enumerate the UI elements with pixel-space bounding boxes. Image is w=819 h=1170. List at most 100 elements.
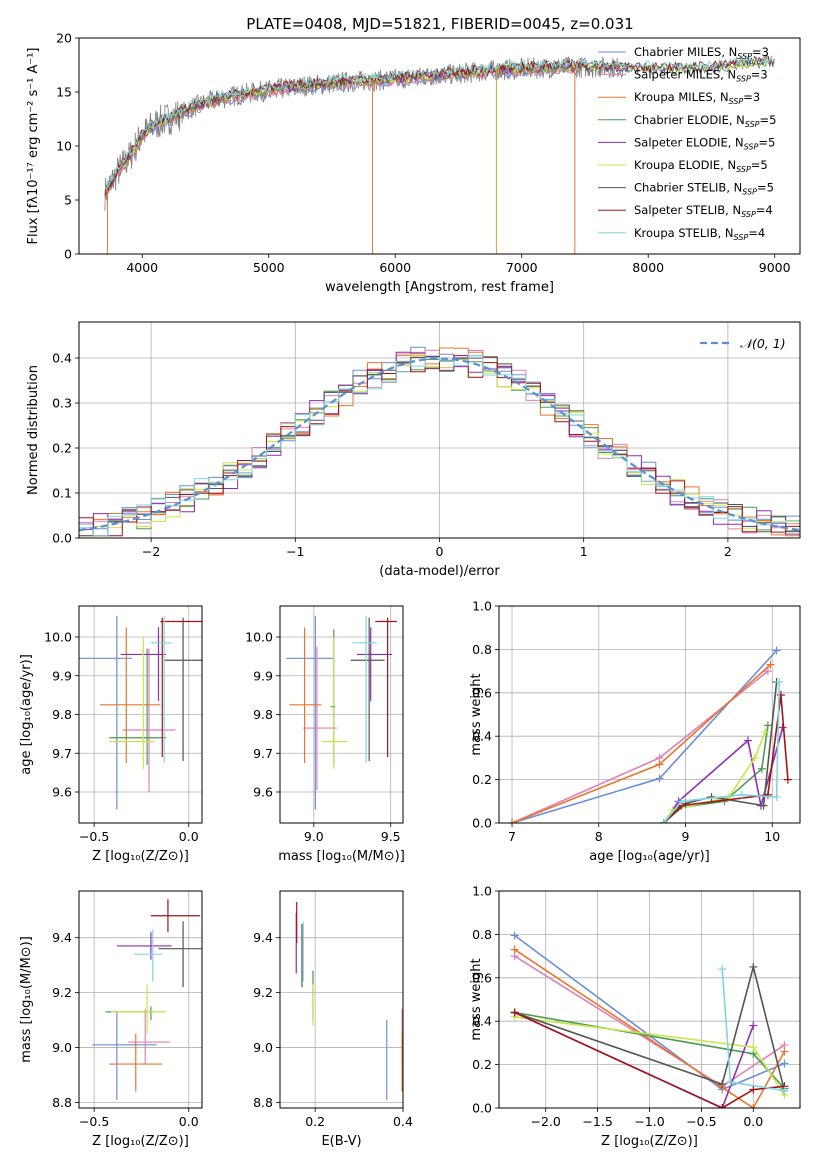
age-vs-Z-frame [78, 605, 203, 824]
observed-spectrum [104, 56, 624, 211]
y-tick-label: 9.0 [253, 1040, 273, 1055]
y-axis-label: mass weight [469, 673, 484, 755]
y-tick-label: 9.2 [52, 985, 72, 1000]
age-vs-mass-errorbars [286, 615, 397, 810]
y-tick-label: 15 [56, 85, 72, 100]
legend-label: Chabrier ELODIE, NSSP=5 [634, 113, 776, 129]
age-vs-Z-errorbars [79, 615, 202, 810]
model-spectrum-line [104, 55, 775, 191]
mass-vs-Z-axes: −0.5 0.0 8.8 9.0 9.2 9.4 Z [log₁₀(Z/Z⊙)] mass [… [19, 891, 202, 1149]
weight-marker [510, 931, 519, 940]
x-tick-label: 9000 [759, 260, 791, 275]
y-tick-label: 9.6 [253, 785, 273, 800]
model-spectrum-line [104, 65, 579, 198]
y-tick-label: 1.0 [472, 599, 492, 614]
x-axis-label: (data-model)/error [379, 564, 500, 579]
y-tick-label: 0.4 [472, 729, 492, 744]
legend-label: Salpeter ELODIE, NSSP=5 [634, 135, 775, 151]
weight-marker [780, 1086, 789, 1095]
y-tick-label: 9.9 [52, 668, 72, 683]
y-axis-label: age [log₁₀(age/yr)] [19, 654, 34, 775]
y-tick-label: 5 [64, 193, 72, 208]
x-tick-label: −0.5 [686, 1114, 716, 1129]
age-vs-mass-axes: 9.0 9.5 9.6 9.7 9.8 9.9 10.0 mass [log₁₀(M/M⊙)] [245, 606, 405, 864]
x-tick-label: −1.5 [582, 1114, 612, 1129]
x-tick-label: 9.5 [381, 829, 401, 844]
y-tick-label: 0.4 [52, 351, 72, 366]
x-tick-label: 8 [595, 829, 603, 844]
mass-weight-vs-age-axes: 7 8 9 10 0.0 0.2 0.4 0.6 0.8 1.0 age [log₁₀(age/yr… [469, 599, 800, 864]
x-tick-label: 7000 [506, 260, 538, 275]
y-tick-label: 1.0 [472, 884, 492, 899]
mass-weight-vs-age-lines [508, 646, 792, 823]
y-tick-label: 10 [56, 139, 72, 154]
weight-marker [508, 819, 517, 823]
x-tick-label: 9.0 [304, 829, 324, 844]
weight-marker [749, 1021, 758, 1030]
x-tick-label: 10 [764, 829, 780, 844]
x-tick-label: 0 [436, 544, 444, 559]
weight-marker [757, 764, 766, 773]
y-tick-label: 9.9 [253, 668, 273, 683]
weight-marker [763, 667, 772, 676]
x-tick-label: −1 [286, 544, 304, 559]
x-tick-label: 0.0 [179, 1114, 199, 1129]
y-tick-label: 0.3 [52, 396, 72, 411]
legend-label: Kroupa ELODIE, NSSP=5 [634, 158, 768, 174]
weight-marker [749, 962, 758, 971]
plots-group: 4000 5000 6000 7000 8000 900005101520waveleng… [19, 31, 801, 1149]
weight-marker [749, 1043, 758, 1052]
y-tick-label: 20 [56, 31, 72, 46]
residuals-frame [78, 321, 801, 539]
mass-weight-vs-Z-lines [510, 931, 789, 1108]
figure-title: PLATE=0408, MJD=51821, FIBERID=0045, z=0… [246, 15, 633, 33]
y-tick-label: 0.6 [472, 685, 492, 700]
residuals-legend: 𝒩(0, 1) [700, 336, 786, 351]
mass-weight-vs-age-frame [498, 605, 801, 824]
spectrum-frame [78, 37, 801, 255]
x-tick-label: 5000 [253, 260, 285, 275]
x-tick-label: 2 [724, 544, 732, 559]
weight-marker [763, 790, 772, 799]
mass-vs-Z-errorbars [92, 899, 202, 1100]
weight-line [514, 1011, 755, 1108]
y-tick-label: 9.4 [253, 930, 273, 945]
y-tick-label: 0.8 [472, 927, 492, 942]
weight-marker [761, 727, 770, 736]
x-axis-label: Z [log₁₀(Z/Z⊙)] [92, 1134, 189, 1149]
y-tick-label: 9.6 [52, 785, 72, 800]
weight-marker [772, 646, 781, 655]
legend-label: Kroupa MILES, NSSP=3 [634, 90, 760, 106]
weight-marker [655, 760, 664, 769]
x-tick-label: 9 [682, 829, 690, 844]
y-tick-label: 8.8 [253, 1095, 273, 1110]
weight-marker [659, 819, 668, 823]
y-tick-label: 0.4 [472, 1014, 492, 1029]
y-tick-label: 9.8 [52, 707, 72, 722]
x-tick-label: 7 [508, 829, 516, 844]
weight-marker [510, 1008, 519, 1017]
x-tick-label: −0.5 [79, 1114, 109, 1129]
y-tick-label: 9.2 [253, 985, 273, 1000]
weight-marker [726, 1077, 735, 1086]
y-tick-label: 0.2 [472, 772, 492, 787]
weight-marker [749, 1085, 758, 1094]
y-tick-label: 0 [64, 247, 72, 262]
mass-vs-EBV-axes: 0.2 0.4 8.8 9.0 9.2 9.4 E(B-V) [253, 891, 413, 1149]
normal-curve [79, 357, 800, 532]
weight-marker [766, 660, 775, 669]
weight-marker [510, 945, 519, 954]
weight-marker [677, 797, 686, 806]
x-axis-label: mass [log₁₀(M/M⊙)] [278, 849, 405, 864]
weight-marker [783, 775, 792, 784]
weight-marker [718, 1080, 727, 1089]
y-tick-label: 9.7 [253, 746, 273, 761]
x-tick-label: 1 [580, 544, 588, 559]
y-tick-label: 10.0 [245, 630, 273, 645]
legend-label: Salpeter MILES, NSSP=3 [634, 68, 768, 84]
spectrum-legend: Chabrier MILES, NSSP=3 Salpeter MILES, NS… [598, 45, 776, 242]
mass-vs-EBV-errorbars [295, 901, 403, 1100]
x-tick-label: 0.0 [743, 1114, 763, 1129]
y-tick-label: 0.2 [472, 1057, 492, 1072]
